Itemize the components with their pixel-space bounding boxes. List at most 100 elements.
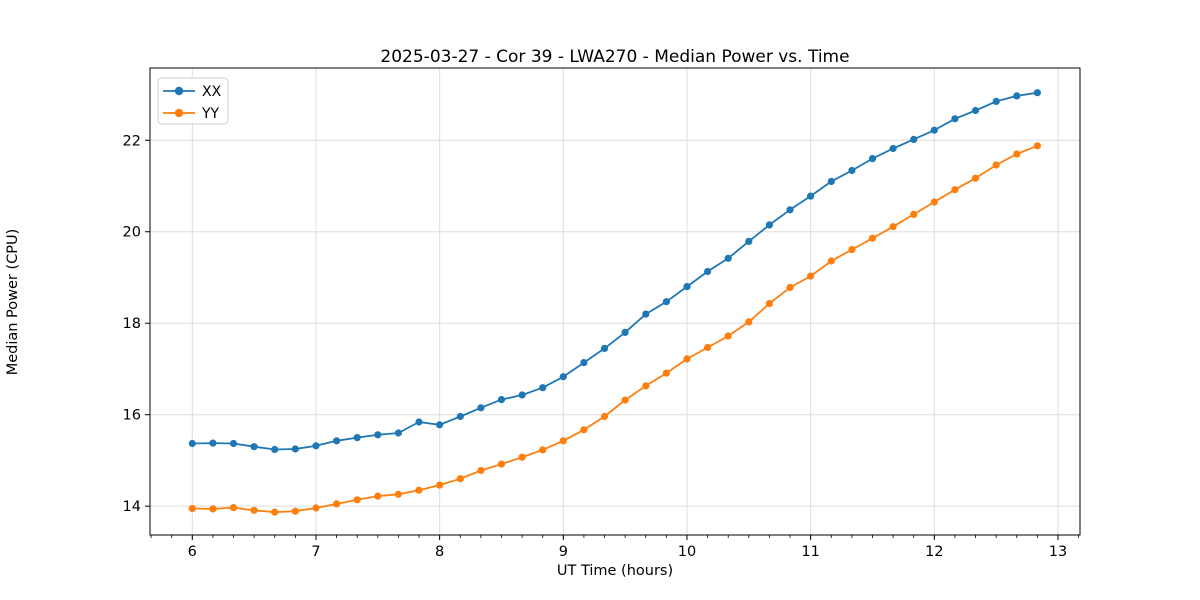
series-XX-point — [1033, 89, 1041, 97]
series-YY-point — [436, 481, 444, 489]
series-XX-point — [209, 439, 217, 447]
legend-marker — [174, 108, 184, 118]
series-XX-point — [642, 310, 650, 318]
y-tick-label: 18 — [123, 316, 141, 332]
series-YY-point — [374, 492, 382, 500]
series-XX-point — [312, 442, 320, 450]
series-XX-point — [188, 439, 196, 448]
series-YY-line — [192, 144, 1038, 513]
series-XX-point — [910, 135, 918, 143]
series-YY-point — [621, 396, 629, 404]
series-XX-point — [250, 443, 258, 451]
series-YY-point — [786, 283, 794, 292]
series-XX-point — [497, 396, 506, 404]
series-XX-point — [436, 421, 444, 429]
series-YY-point — [704, 343, 712, 352]
series-XX-point — [559, 373, 567, 381]
series-YY-point — [312, 504, 320, 512]
series-XX-point — [477, 404, 485, 412]
series-XX-point — [724, 254, 732, 262]
series-YY-point — [724, 332, 732, 340]
series-XX-point — [704, 267, 712, 276]
series-YY-point — [827, 257, 835, 265]
series-XX-line — [192, 91, 1038, 451]
series-XX-point — [271, 445, 279, 454]
series-YY-point — [683, 355, 691, 363]
series-YY-point — [600, 412, 609, 421]
plot-spines — [149, 67, 1081, 536]
series-YY-point — [580, 426, 588, 434]
series-YY-point — [229, 504, 238, 512]
series-YY-point — [910, 210, 918, 218]
x-tick-label: 11 — [801, 544, 819, 560]
series-YY-point — [848, 246, 856, 254]
series-XX-point — [662, 298, 671, 306]
series-YY-point — [765, 300, 774, 308]
x-tick-label: 9 — [559, 544, 568, 560]
series-YY-point — [188, 504, 196, 513]
series-YY-point — [662, 369, 671, 377]
series-XX-point — [580, 359, 588, 367]
series-YY-point — [518, 453, 526, 461]
y-tick-label: 22 — [123, 133, 141, 149]
series-XX-point — [394, 429, 402, 437]
series-YY-point — [1033, 142, 1041, 150]
y-axis-label: Median Power (CPU) — [5, 228, 21, 376]
series-XX-point — [333, 437, 341, 445]
series-YY-point — [456, 475, 464, 483]
series-XX-point — [889, 144, 897, 153]
x-tick-label: 8 — [435, 544, 444, 560]
series-YY-point — [209, 505, 217, 513]
legend-marker — [174, 86, 184, 96]
series-YY-point — [271, 508, 279, 516]
series-YY-point — [930, 198, 938, 206]
legend-entry-label: YY — [201, 106, 220, 122]
series-XX-point — [868, 155, 877, 163]
series-XX-point — [456, 412, 464, 421]
series-XX-point — [1013, 92, 1021, 100]
series-YY-point — [971, 174, 980, 182]
series-YY-point — [250, 506, 258, 514]
series-XX-point — [807, 192, 815, 200]
chart-title: 2025-03-27 - Cor 39 - LWA270 - Median Po… — [380, 47, 850, 67]
series-XX-point — [827, 177, 835, 185]
series-XX-point — [786, 206, 794, 214]
x-axis-label: UT Time (hours) — [556, 563, 674, 579]
series-XX-point — [621, 328, 629, 336]
series-YY-point — [539, 446, 547, 454]
x-tick-label: 12 — [925, 544, 943, 560]
x-tick-label: 6 — [188, 544, 197, 560]
series-YY-point — [415, 486, 423, 494]
series-YY-point — [868, 234, 877, 242]
series-YY-point — [353, 496, 361, 504]
y-tick-label: 20 — [123, 225, 141, 241]
series-YY-point — [1013, 150, 1021, 158]
series-XX-point — [683, 283, 691, 291]
series-XX-point — [848, 166, 856, 175]
y-tick-label: 14 — [123, 499, 141, 515]
y-tick-label: 16 — [123, 408, 141, 424]
series-YY-point — [394, 490, 402, 498]
series-XX-point — [353, 434, 361, 442]
series-XX-point — [518, 391, 526, 399]
series-YY-point — [291, 507, 299, 515]
x-tick-label: 13 — [1049, 544, 1067, 560]
series-YY-point — [477, 466, 485, 475]
legend-entry-label: XX — [202, 84, 222, 100]
series-YY-point — [559, 437, 567, 445]
x-tick-label: 7 — [311, 544, 320, 560]
series-YY-point — [992, 161, 1000, 169]
series-YY-point — [807, 272, 815, 280]
series-XX-point — [291, 445, 299, 453]
series-XX-point — [992, 97, 1000, 105]
series-YY-point — [745, 318, 753, 326]
series-YY-point — [642, 382, 650, 390]
series-YY-point — [333, 500, 341, 508]
series-XX-point — [971, 106, 980, 115]
series-XX-point — [374, 431, 382, 439]
series-XX-point — [600, 344, 609, 352]
series-YY-point — [889, 223, 897, 231]
series-XX-point — [229, 439, 238, 448]
